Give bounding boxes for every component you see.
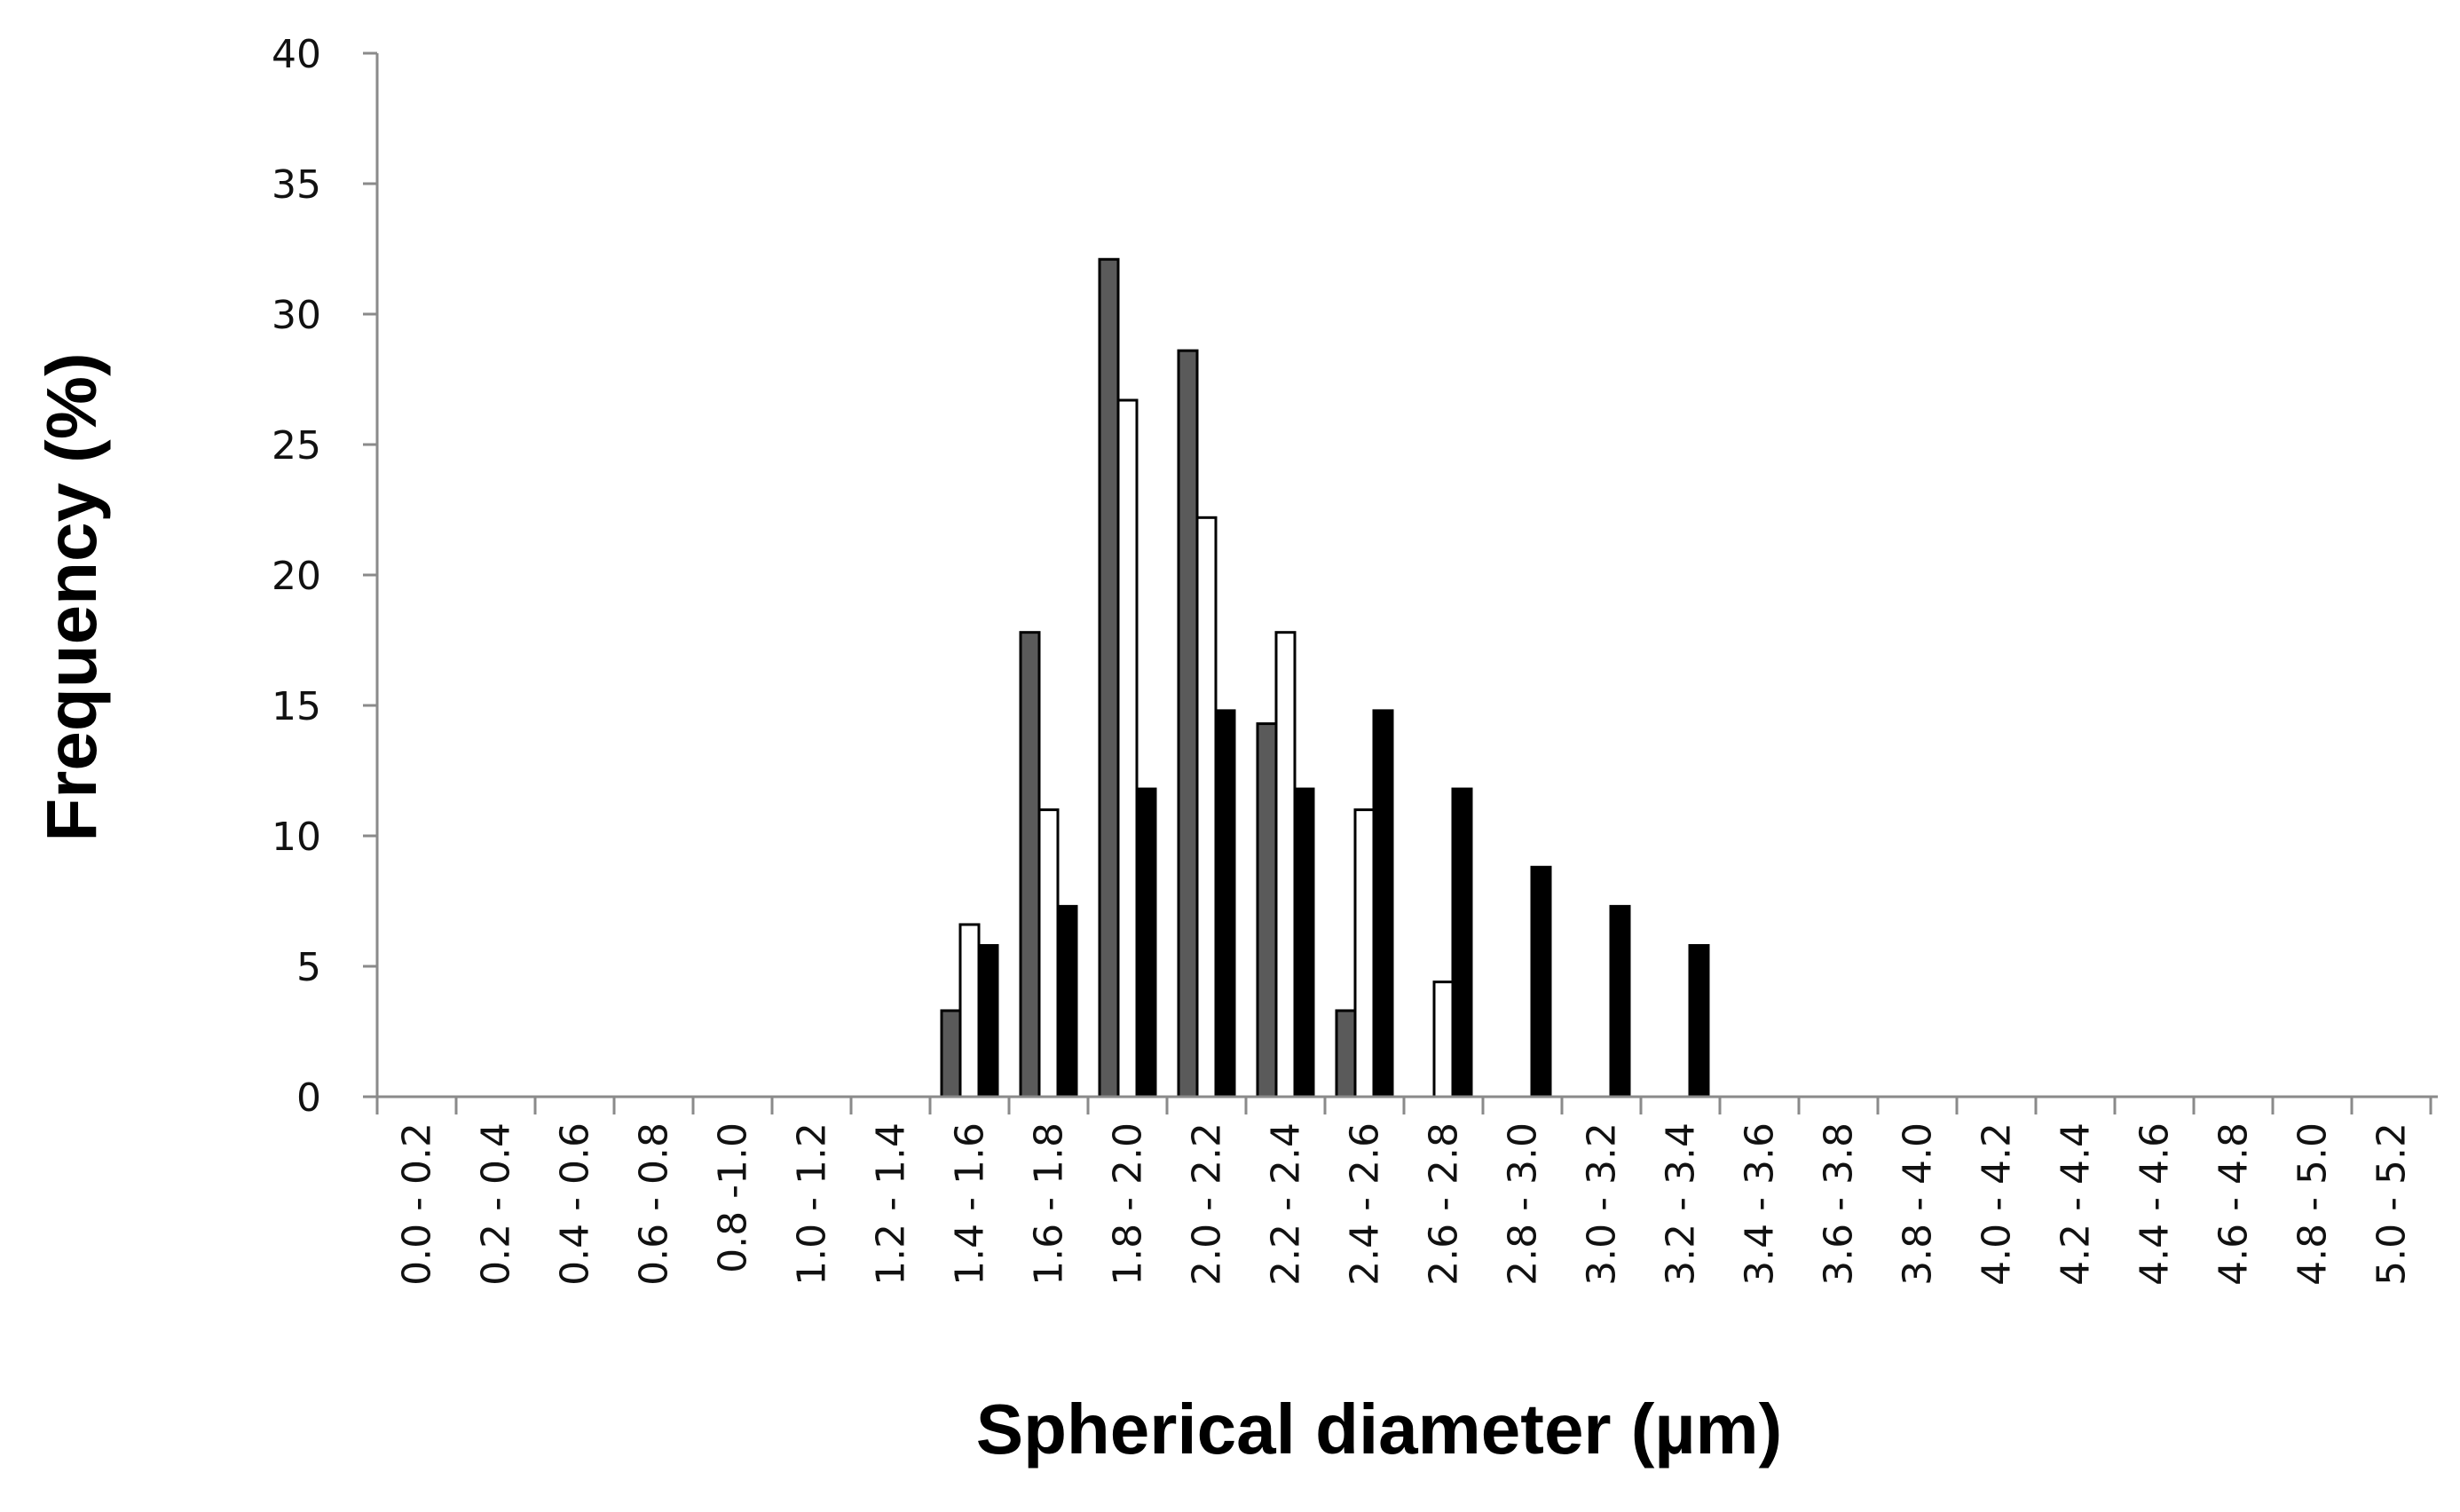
x-tick-label: 3.4 - 3.6 (1738, 1122, 1783, 1286)
bar-series-1 (1177, 349, 1199, 1099)
x-tick-label: 0.8 -1.0 (711, 1122, 756, 1273)
bar-series-2 (1432, 980, 1455, 1099)
x-tick-label: 0.0 - 0.2 (395, 1122, 440, 1286)
x-axis-title: Spherical diameter (µm) (976, 1390, 1783, 1469)
bar-series-1 (1019, 631, 1041, 1099)
y-tick-label: 0 (296, 1075, 321, 1121)
x-tick-label: 0.6 - 0.8 (632, 1122, 677, 1286)
bar-series-3 (1293, 787, 1315, 1099)
x-tick-label: 4.6 - 4.8 (2212, 1122, 2257, 1286)
bar-series-1 (1335, 1009, 1357, 1099)
x-tick-label: 4.8 - 5.0 (2290, 1122, 2336, 1286)
x-tick-label: 3.2 - 3.4 (1659, 1122, 1704, 1286)
x-tick-label: 2.4 - 2.6 (1343, 1122, 1388, 1286)
y-tick-label: 15 (272, 684, 321, 729)
x-tick-label: 1.2 - 1.4 (869, 1122, 914, 1286)
x-tick-label: 3.6 - 3.8 (1817, 1122, 1862, 1286)
x-tick-label: 1.4 - 1.6 (948, 1122, 993, 1286)
x-tick-label: 2.2 - 2.4 (1264, 1122, 1309, 1286)
x-tick-label: 4.2 - 4.4 (2054, 1122, 2099, 1286)
y-tick-label: 30 (272, 293, 321, 338)
bar-series-3 (1056, 904, 1078, 1099)
x-tick-label: 1.8 - 2.0 (1106, 1122, 1151, 1286)
y-tick-label: 20 (272, 554, 321, 599)
x-tick-label: 1.6 - 1.8 (1027, 1122, 1072, 1286)
bar-series-3 (1135, 787, 1157, 1099)
bar-series-3 (1609, 904, 1631, 1099)
bar-series-1 (940, 1009, 962, 1099)
x-tick-label: 3.0 - 3.2 (1580, 1122, 1625, 1286)
bar-series-2 (1353, 808, 1376, 1099)
y-tick-label: 25 (272, 423, 321, 469)
bar-series-3 (1372, 709, 1394, 1099)
x-tick-label: 4.0 - 4.2 (1975, 1122, 2020, 1286)
bar-series-1 (1098, 257, 1120, 1099)
x-tick-label: 3.8 - 4.0 (1896, 1122, 1941, 1286)
bar-series-2 (1195, 516, 1218, 1099)
x-tick-label: 2.0 - 2.2 (1185, 1122, 1230, 1286)
bar-series-3 (1451, 787, 1473, 1099)
bar-series-2 (1116, 398, 1139, 1099)
bar-series-3 (1214, 709, 1236, 1099)
y-tick-label: 40 (272, 32, 321, 77)
bar-series-3 (977, 943, 999, 1099)
y-tick-label: 35 (272, 162, 321, 208)
bar-series-2 (1274, 631, 1297, 1099)
y-tick-label: 5 (296, 945, 321, 990)
bar-series-2 (1037, 808, 1060, 1099)
x-tick-label: 0.2 - 0.4 (474, 1122, 519, 1286)
y-tick-label: 10 (272, 815, 321, 860)
bar-series-3 (1688, 943, 1710, 1099)
bar-series-1 (1256, 722, 1278, 1099)
bar-series-2 (958, 923, 981, 1099)
x-tick-label: 5.0 - 5.2 (2369, 1122, 2415, 1286)
y-axis-title: Frequency (%) (32, 352, 111, 841)
bars (940, 257, 1710, 1099)
bar-series-3 (1530, 865, 1552, 1099)
x-tick-label: 4.4 - 4.6 (2133, 1122, 2178, 1286)
x-tick-label: 1.0 - 1.2 (790, 1122, 835, 1286)
y-axis: 0 5 10 15 20 25 30 35 40 (272, 32, 379, 1121)
x-tick-label: 2.8 - 3.0 (1501, 1122, 1546, 1286)
x-axis: 0.0 - 0.2 0.2 - 0.4 0.4 - 0.6 0.6 - 0.8 0.8 … (375, 1095, 2438, 1286)
x-tick-label: 2.6 - 2.8 (1422, 1122, 1467, 1286)
x-tick-label: 0.4 - 0.6 (553, 1122, 598, 1286)
